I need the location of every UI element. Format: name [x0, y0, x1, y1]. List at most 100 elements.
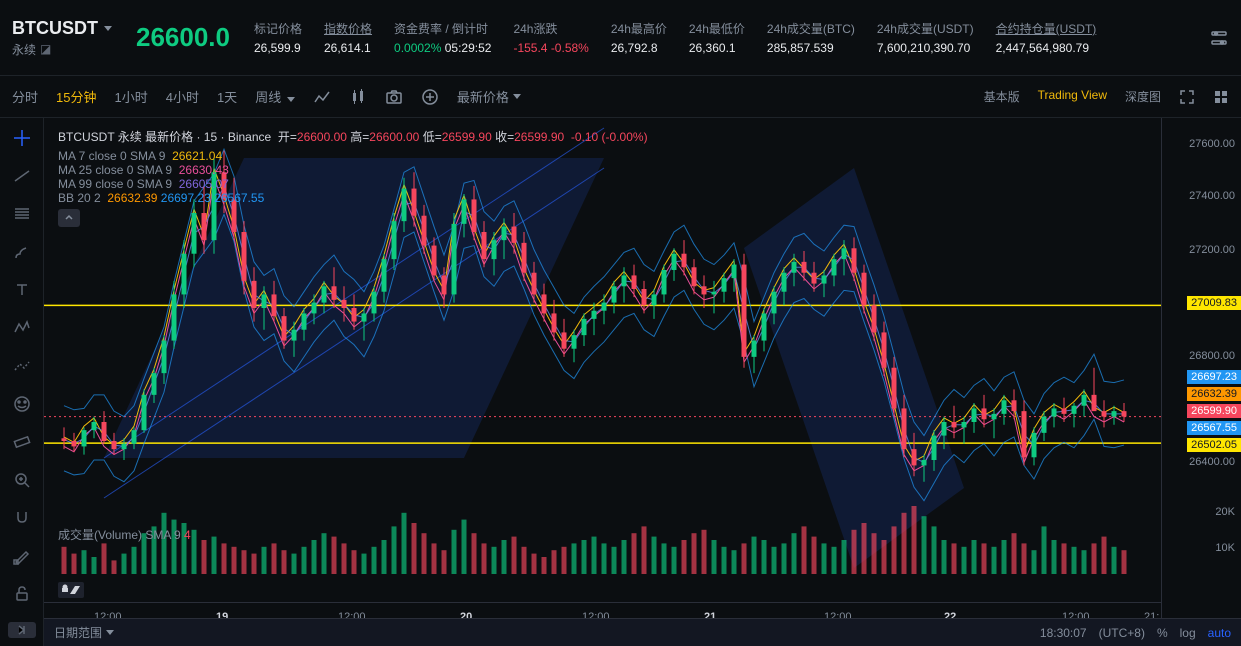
drawing-toolbar	[0, 118, 44, 646]
stat-value: -155.4 -0.58%	[513, 41, 588, 55]
stat-item: 24h涨跌 -155.4 -0.58%	[513, 20, 588, 55]
view-tab[interactable]: 基本版	[984, 88, 1020, 105]
indicator-row: MA 25 close 0 SMA 9 26630.43	[58, 163, 648, 177]
pair-type: 永续	[12, 41, 36, 58]
stat-value: 26,599.9	[254, 41, 302, 55]
chevron-down-icon	[513, 94, 521, 99]
pair-selector[interactable]: BTCUSDT 永续 ◪	[12, 18, 112, 58]
chart-legend: BTCUSDT 永续 最新价格 · 15 · Binance 开=26600.0…	[58, 128, 648, 231]
timeframe-4小时[interactable]: 4小时	[166, 87, 199, 106]
timeframe-周线[interactable]: 周线	[255, 87, 295, 106]
stat-value: 7,600,210,390.70	[877, 41, 974, 55]
magnet-icon[interactable]	[12, 508, 32, 528]
main-price: 26600.0	[136, 22, 230, 53]
indicator-icon[interactable]	[313, 88, 331, 106]
stat-item: 资金费率 / 倒计时 0.0002% 05:29:52	[394, 20, 491, 55]
pattern-icon[interactable]	[12, 318, 32, 338]
log-toggle[interactable]: log	[1180, 626, 1196, 640]
stat-label: 24h最低价	[689, 20, 745, 37]
brush-icon[interactable]	[12, 242, 32, 262]
timeframe-分时[interactable]: 分时	[12, 87, 38, 106]
volume-label: 成交量(Volume) SMA 9	[58, 528, 181, 542]
stat-item: 24h最低价 26,360.1	[689, 20, 745, 55]
stat-label: 资金费率 / 倒计时	[394, 20, 491, 37]
price-tag: 26697.23	[1187, 370, 1241, 384]
fib-icon[interactable]	[12, 204, 32, 224]
timeframe-15分钟[interactable]: 15分钟	[56, 87, 96, 106]
collapse-sidebar-icon[interactable]	[8, 622, 36, 638]
volume-panel: 成交量(Volume) SMA 9 4	[44, 522, 1161, 602]
stat-label: 24h最高价	[611, 20, 667, 37]
pair-badge-icon: ◪	[40, 42, 51, 56]
fullscreen-icon[interactable]	[1179, 89, 1195, 105]
y-axis[interactable]: 27600.0027400.0027200.0026800.0026400.00…	[1161, 118, 1241, 646]
trend-line-icon[interactable]	[12, 166, 32, 186]
timeframe-1天[interactable]: 1天	[217, 87, 237, 106]
stat-label: 指数价格	[324, 20, 372, 37]
timeframe-1小时[interactable]: 1小时	[114, 87, 147, 106]
view-tab[interactable]: Trading View	[1038, 88, 1107, 105]
stat-value: 285,857.539	[767, 41, 855, 55]
indicator-row: BB 20 2 26632.39 26697.23 26567.55	[58, 191, 648, 205]
camera-icon[interactable]	[385, 88, 403, 106]
forecast-icon[interactable]	[12, 356, 32, 376]
date-range-dropdown[interactable]: 日期范围	[54, 624, 114, 641]
chevron-down-icon	[104, 26, 112, 31]
top-stats-bar: BTCUSDT 永续 ◪ 26600.0 标记价格 26,599.9 指数价格 26,6…	[0, 0, 1241, 76]
emoji-icon[interactable]	[12, 394, 32, 414]
pct-toggle[interactable]: %	[1157, 626, 1168, 640]
tv-logo-icon	[58, 582, 84, 598]
timezone[interactable]: (UTC+8)	[1099, 626, 1145, 640]
stat-value: 0.0002% 05:29:52	[394, 41, 491, 55]
main-area: BTCUSDT 永续 最新价格 · 15 · Binance 开=26600.0…	[0, 118, 1241, 646]
grid-layout-icon[interactable]	[1213, 89, 1229, 105]
chart-exchange: Binance	[228, 130, 271, 144]
stat-item: 24h成交量(BTC) 285,857.539	[767, 20, 855, 55]
indicator-row: MA 7 close 0 SMA 9 26621.04	[58, 149, 648, 163]
stat-item: 合约持仓量(USDT) 2,447,564,980.79	[996, 20, 1097, 55]
stat-value: 26,360.1	[689, 41, 745, 55]
collapse-legend-button[interactable]	[58, 209, 80, 227]
lock-icon[interactable]	[12, 584, 32, 604]
price-type-dropdown[interactable]: 最新价格	[457, 87, 521, 106]
lock-draw-icon[interactable]	[12, 546, 32, 566]
add-icon[interactable]	[421, 88, 439, 106]
stat-item: 24h最高价 26,792.8	[611, 20, 667, 55]
stat-label: 合约持仓量(USDT)	[996, 20, 1097, 37]
stat-item: 24h成交量(USDT) 7,600,210,390.70	[877, 20, 974, 55]
zoom-icon[interactable]	[12, 470, 32, 490]
price-tag: 26502.05	[1187, 438, 1241, 452]
chart-toolbar: 分时 15分钟 1小时 4小时 1天周线 最新价格 基本版 Trading View 深度图	[0, 76, 1241, 118]
clock-time: 18:30:07	[1040, 626, 1087, 640]
price-chart[interactable]: BTCUSDT 永续 最新价格 · 15 · Binance 开=26600.0…	[44, 118, 1161, 646]
chart-symbol: BTCUSDT 永续 最新价格	[58, 130, 193, 144]
stat-label: 24h成交量(USDT)	[877, 20, 974, 37]
chart-interval: 15	[204, 130, 217, 144]
stat-label: 24h涨跌	[513, 20, 588, 37]
y-grid-label: 27400.00	[1189, 190, 1235, 202]
price-tag: 26567.55	[1187, 421, 1241, 435]
price-tag: 26632.39	[1187, 387, 1241, 401]
text-icon[interactable]	[12, 280, 32, 300]
vol-label: 10K	[1215, 542, 1235, 554]
price-tag: 27009.83	[1187, 296, 1241, 310]
crosshair-icon[interactable]	[12, 128, 32, 148]
y-grid-label: 26400.00	[1189, 456, 1235, 468]
vol-label: 20K	[1215, 506, 1235, 518]
chart-container: BTCUSDT 永续 最新价格 · 15 · Binance 开=26600.0…	[44, 118, 1241, 646]
stat-item: 标记价格 26,599.9	[254, 20, 302, 55]
settings-icon[interactable]	[1209, 28, 1229, 48]
y-grid-label: 26800.00	[1189, 350, 1235, 362]
auto-toggle[interactable]: auto	[1208, 626, 1231, 640]
stat-value: 26,614.1	[324, 41, 372, 55]
pair-symbol: BTCUSDT	[12, 18, 98, 39]
chevron-down-icon	[106, 630, 114, 635]
stat-value: 2,447,564,980.79	[996, 41, 1097, 55]
ruler-icon[interactable]	[12, 432, 32, 452]
view-tab[interactable]: 深度图	[1125, 88, 1161, 105]
indicator-row: MA 99 close 0 SMA 9 26605.07	[58, 177, 648, 191]
stat-value: 26,792.8	[611, 41, 667, 55]
stat-label: 标记价格	[254, 20, 302, 37]
candle-style-icon[interactable]	[349, 88, 367, 106]
stat-label: 24h成交量(BTC)	[767, 20, 855, 37]
